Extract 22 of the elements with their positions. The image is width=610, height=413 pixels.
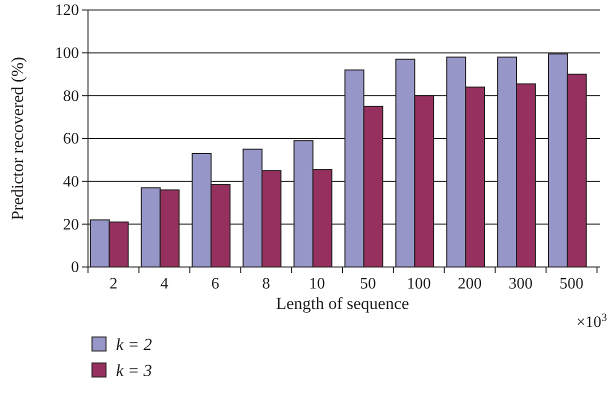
y-tick-label: 20 [63, 216, 79, 234]
x-tick-label: 2 [109, 275, 118, 292]
y-tick-label: 80 [63, 88, 79, 105]
x-tick-label: 10 [309, 275, 326, 292]
x-tick-label: 200 [458, 275, 482, 292]
x-axis-title: Length of sequence [276, 294, 410, 313]
y-tick-label: 0 [71, 259, 79, 276]
legend-label: k = 3 [116, 361, 152, 380]
y-tick-label: 60 [63, 130, 79, 148]
x-tick-label: 100 [406, 275, 431, 292]
y-tick-label: 120 [55, 2, 79, 20]
x-tick-label: 500 [560, 275, 584, 292]
x-tick-label: 300 [508, 275, 533, 292]
text: ×10$^{3}$ [576, 312, 608, 331]
y-axis-title: Predictor recovered (%) [8, 56, 27, 220]
y-tick-label: 40 [63, 173, 79, 190]
x-tick-label: 8 [262, 275, 270, 292]
x-tick-label: 4 [160, 275, 168, 292]
y-tick-label: 100 [55, 44, 79, 62]
legend-label: k = 2 [116, 335, 153, 354]
x-tick-label: 50 [360, 275, 376, 292]
x-tick-label: 6 [211, 275, 220, 292]
